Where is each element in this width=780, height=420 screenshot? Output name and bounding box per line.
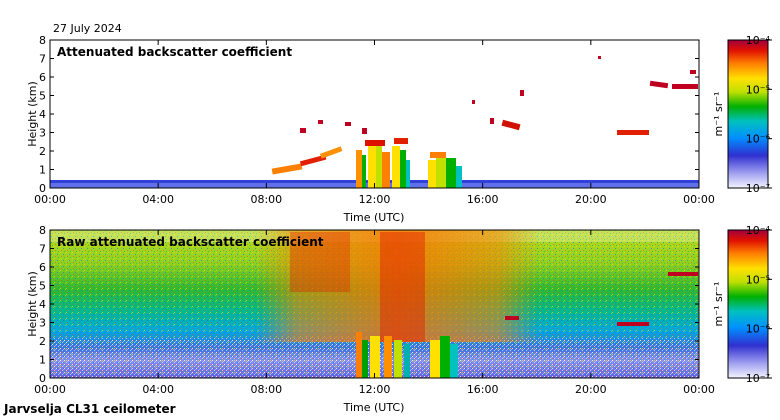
x-tick-label: 08:00 [250, 383, 282, 396]
x-tick-label: 04:00 [142, 383, 174, 396]
colorbar-tick-label: 10⁻⁷ [746, 372, 770, 385]
x-tick-label: 00:00 [683, 193, 715, 206]
y-tick-label: 7 [39, 243, 46, 256]
daytime-noise-red-1 [290, 232, 350, 292]
x-axis-top: 00:00 04:00 08:00 12:00 16:00 20:00 00:00 [34, 40, 715, 206]
instrument-label: Jarvselja CL31 ceilometer [3, 402, 176, 416]
colorbar-tick-label: 10⁻⁶ [746, 133, 771, 146]
raw-convective-cloud-2 [430, 336, 458, 378]
colorbar-label: m⁻¹ sr⁻¹ [712, 92, 725, 137]
colorbar-bottom: 10⁻⁷ 10⁻⁶ 10⁻⁵ 10⁻⁴ m⁻¹ sr⁻¹ [712, 224, 772, 385]
x-axis-bottom: 00:00 04:00 08:00 12:00 16:00 20:00 00:00 [34, 230, 715, 396]
y-tick-label: 0 [39, 182, 46, 195]
x-tick-label: 12:00 [359, 383, 391, 396]
x-tick-label: 00:00 [683, 383, 715, 396]
y-tick-label: 1 [39, 354, 46, 367]
y-tick-label: 5 [39, 90, 46, 103]
y-axis-label: Height (km) [26, 81, 39, 147]
y-tick-label: 6 [39, 71, 46, 84]
y-tick-label: 3 [39, 317, 46, 330]
panel-title: Attenuated backscatter coefficient [57, 45, 292, 59]
y-axis-label: Height (km) [26, 271, 39, 337]
y-tick-label: 1 [39, 164, 46, 177]
y-axis-bottom: 0 1 2 3 4 5 6 7 8 [39, 224, 699, 385]
raw-high-cloud [668, 272, 698, 276]
x-tick-label: 08:00 [250, 193, 282, 206]
colorbar-tick-label: 10⁻⁴ [746, 34, 771, 47]
colorbar-tick-label: 10⁻⁵ [746, 83, 770, 96]
colorbar-tick-label: 10⁻⁴ [746, 224, 771, 237]
colorbar-top: 10⁻⁷ 10⁻⁶ 10⁻⁵ 10⁻⁴ m⁻¹ sr⁻¹ [712, 34, 772, 195]
daytime-noise-red-2 [380, 232, 425, 342]
y-tick-label: 4 [39, 298, 46, 311]
x-axis-label: Time (UTC) [343, 401, 405, 414]
x-tick-label: 20:00 [575, 193, 607, 206]
y-tick-label: 3 [39, 127, 46, 140]
y-tick-label: 5 [39, 280, 46, 293]
colorbar-label: m⁻¹ sr⁻¹ [712, 282, 725, 327]
x-tick-label: 04:00 [142, 193, 174, 206]
convective-cloud-1 [356, 138, 410, 188]
high-echoes [472, 56, 698, 135]
x-tick-label: 20:00 [575, 383, 607, 396]
panel-title: Raw attenuated backscatter coefficient [57, 235, 324, 249]
x-tick-label: 12:00 [359, 193, 391, 206]
x-axis-label: Time (UTC) [343, 211, 405, 224]
raw-echo [505, 316, 519, 320]
y-tick-label: 4 [39, 108, 46, 121]
raw-cloud-layer [617, 322, 649, 326]
y-tick-label: 8 [39, 34, 46, 47]
x-tick-label: 16:00 [467, 193, 499, 206]
y-tick-label: 0 [39, 372, 46, 385]
date-label: 27 July 2024 [53, 22, 122, 35]
y-axis-top: 0 1 2 3 4 5 6 7 8 [39, 34, 699, 195]
convective-cloud-2 [428, 152, 462, 188]
raw-convective-cloud-1 [356, 332, 410, 378]
y-tick-label: 6 [39, 261, 46, 274]
colorbar-tick-label: 10⁻⁷ [746, 182, 770, 195]
x-tick-label: 00:00 [34, 383, 66, 396]
panel-attenuated: Attenuated backscatter coefficient 0 1 2 3 4… [26, 34, 715, 224]
y-tick-label: 2 [39, 335, 46, 348]
colorbar-tick-label: 10⁻⁵ [746, 273, 770, 286]
panel-raw: Raw attenuated backscatter coefficient 0… [26, 224, 715, 414]
y-tick-label: 2 [39, 145, 46, 158]
daytime-noise [255, 230, 540, 342]
colorbar-tick-label: 10⁻⁶ [746, 323, 771, 336]
y-tick-label: 7 [39, 53, 46, 66]
x-tick-label: 16:00 [467, 383, 499, 396]
low-cloud-streaks [271, 120, 367, 175]
x-tick-label: 00:00 [34, 193, 66, 206]
y-tick-label: 8 [39, 224, 46, 237]
